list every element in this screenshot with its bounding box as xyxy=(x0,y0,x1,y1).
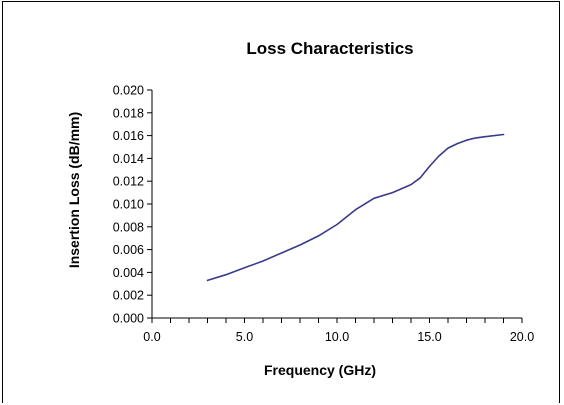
y-tick-label: 0.014 xyxy=(113,152,144,166)
y-tick-label: 0.004 xyxy=(113,266,144,280)
x-axis-label: Frequency (GHz) xyxy=(264,362,376,378)
y-tick-label: 0.016 xyxy=(113,129,144,143)
y-tick-label: 0.012 xyxy=(113,175,144,189)
y-tick-label: 0.018 xyxy=(113,106,144,120)
y-tick-label: 0.010 xyxy=(113,198,144,212)
chart-title: Loss Characteristics xyxy=(246,39,413,58)
axes: 0.000 0.002 0.004 0.006 0.008 0.010 0.012 0.014… xyxy=(113,84,534,345)
x-tick-label: 20.0 xyxy=(510,330,534,344)
insertion-loss-line xyxy=(206,133,505,282)
y-tick-label: 0.002 xyxy=(113,289,144,303)
y-tick-label: 0.020 xyxy=(113,84,144,98)
plot-area xyxy=(206,133,505,282)
x-tick-label: 10.0 xyxy=(325,330,349,344)
y-tick-label: 0.000 xyxy=(113,312,144,326)
y-tick-label: 0.006 xyxy=(113,243,144,257)
y-axis-label: Insertion Loss (dB/mm) xyxy=(66,112,82,268)
y-tick-label: 0.008 xyxy=(113,220,144,234)
x-tick-label: 15.0 xyxy=(417,330,441,344)
x-tick-label: 5.0 xyxy=(236,330,253,344)
x-tick-label: 0.0 xyxy=(143,330,160,344)
